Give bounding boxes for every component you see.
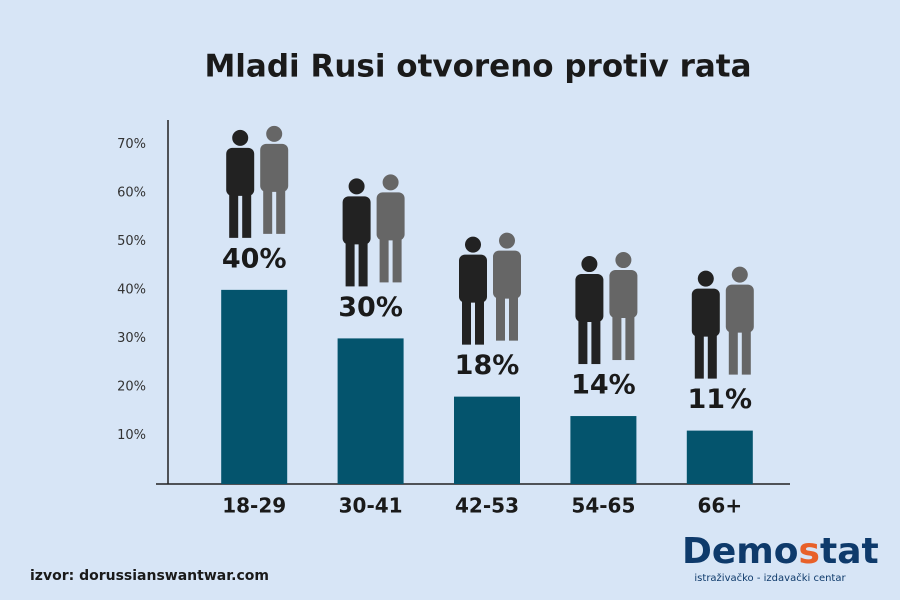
y-tick-label: 50% <box>117 234 146 249</box>
y-tick-label: 40% <box>117 282 146 297</box>
silhouette-man-part <box>232 129 249 146</box>
silhouette-man-part <box>242 193 252 238</box>
silhouette-man <box>226 129 255 238</box>
silhouette-man-part <box>465 236 481 253</box>
silhouette-man-part <box>694 334 704 379</box>
silhouette-woman-part <box>260 143 289 192</box>
logo-part: Demo <box>682 531 799 572</box>
silhouette-man <box>342 178 371 287</box>
y-tick-label: 60% <box>117 185 146 200</box>
x-tick-label: 54-65 <box>571 494 635 518</box>
y-tick-label: 30% <box>117 331 146 346</box>
value-label: 30% <box>338 292 403 323</box>
logo-tagline: istraživačko - izdavački centar <box>694 572 846 584</box>
silhouette-woman-part <box>509 296 518 341</box>
silhouette-man-part <box>575 274 604 323</box>
silhouette-man-part <box>345 242 355 287</box>
silhouette-man-part <box>348 178 365 195</box>
y-tick-label: 20% <box>117 379 146 394</box>
bar <box>337 338 404 484</box>
logo-part: s <box>799 531 820 572</box>
silhouette-woman-part <box>615 252 632 269</box>
logo: Demostat <box>682 531 879 572</box>
silhouette-woman-part <box>266 125 283 142</box>
silhouette-woman-part <box>493 250 521 299</box>
silhouette-man-part <box>578 320 588 365</box>
silhouette-woman-part <box>731 266 748 283</box>
value-label: 11% <box>687 384 752 415</box>
silhouette-woman-part <box>728 330 738 375</box>
silhouette-man <box>691 270 720 379</box>
silhouette-man-part <box>226 147 255 196</box>
x-tick-label: 42-53 <box>455 494 519 518</box>
x-tick-label: 66+ <box>698 494 743 518</box>
silhouette-man-part <box>475 300 484 345</box>
silhouette-man-part <box>591 320 601 365</box>
silhouette-man-part <box>358 242 368 287</box>
silhouette-man-part <box>459 254 487 303</box>
source: izvor: dorussianswantwar.com <box>30 568 269 584</box>
silhouette-man-part <box>707 334 717 379</box>
silhouette-woman <box>609 252 638 361</box>
silhouette-woman-part <box>625 316 635 361</box>
x-tick-label: 18-29 <box>222 494 286 518</box>
y-tick-label: 10% <box>117 428 146 443</box>
silhouette-woman-part <box>276 189 286 234</box>
silhouette-woman-part <box>496 296 505 341</box>
silhouette-man-part <box>462 300 471 345</box>
silhouette-man-part <box>581 256 598 273</box>
silhouette-man <box>459 236 487 345</box>
silhouette-woman-part <box>741 330 751 375</box>
value-label: 40% <box>222 243 287 274</box>
bar <box>454 396 520 484</box>
silhouette-woman-part <box>612 316 622 361</box>
silhouette-woman-part <box>379 238 389 283</box>
silhouette-man-part <box>229 193 239 238</box>
silhouette-woman <box>725 266 754 375</box>
bar <box>570 416 637 484</box>
chart-title: Mladi Rusi otvoreno protiv rata <box>204 49 751 85</box>
silhouette-woman <box>376 174 405 283</box>
silhouette-woman-part <box>382 174 399 191</box>
silhouette-woman-part <box>499 232 515 249</box>
value-label: 18% <box>455 350 520 381</box>
silhouette-woman-part <box>609 270 638 319</box>
value-label: 14% <box>571 370 636 401</box>
silhouette-woman-part <box>376 192 405 241</box>
silhouette-man-part <box>342 196 371 245</box>
bar <box>686 430 753 484</box>
x-tick-label: 30-41 <box>339 494 403 518</box>
silhouette-woman-part <box>263 189 273 234</box>
silhouette-woman <box>493 232 521 341</box>
silhouette-woman-part <box>725 284 754 333</box>
bar <box>221 289 288 484</box>
silhouette-woman-part <box>392 238 402 283</box>
y-tick-label: 70% <box>117 137 146 152</box>
silhouette-woman <box>260 125 289 234</box>
silhouette-man-part <box>697 270 714 287</box>
logo-part: tat <box>820 531 879 572</box>
silhouette-man-part <box>691 288 720 337</box>
silhouette-man <box>575 256 604 365</box>
